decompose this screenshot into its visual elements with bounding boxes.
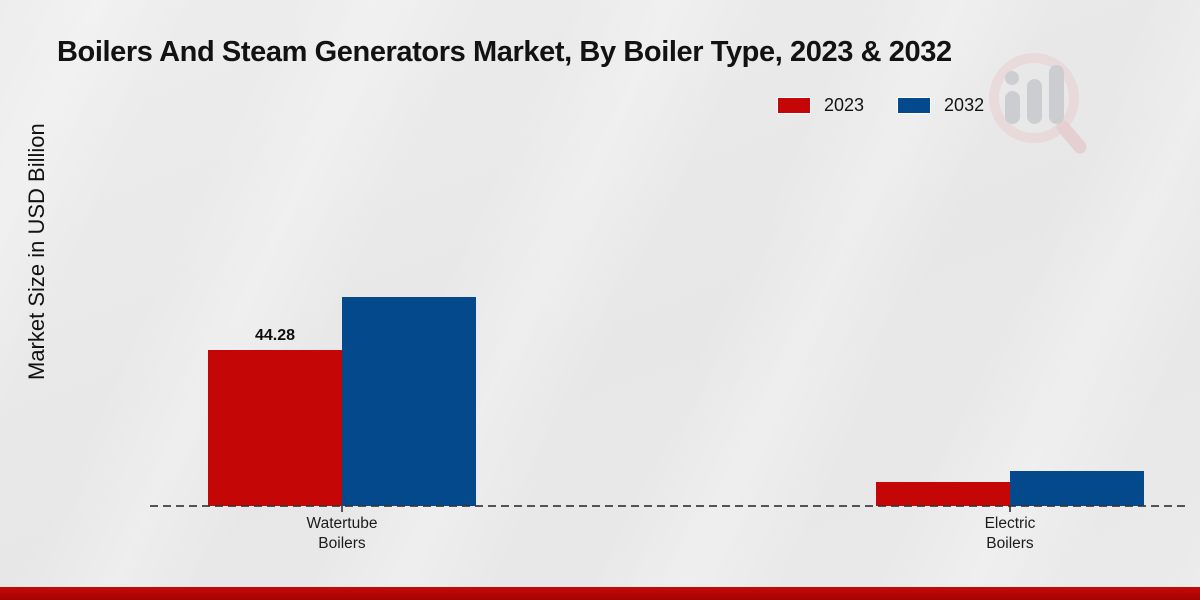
- bar-electric-boilers-2032: [1010, 471, 1144, 506]
- legend-swatch-2023: [778, 98, 810, 113]
- legend: 2023 2032: [778, 95, 984, 116]
- x-axis-baseline: [150, 505, 1190, 507]
- bar-electric-boilers-2023: [876, 482, 1010, 506]
- legend-label-2032: 2032: [944, 95, 985, 115]
- legend-item-2023: 2023: [778, 95, 864, 116]
- bar-watertube-boilers-2023: [208, 350, 342, 506]
- bar-value-label: 44.28: [254, 327, 296, 344]
- legend-label-2023: 2023: [824, 95, 865, 115]
- bar-watertube-boilers-2032: [342, 297, 476, 506]
- x-tick-label-electric-boilers: Electric Boilers: [984, 515, 1036, 552]
- x-axis-tick: [1009, 506, 1011, 512]
- legend-swatch-2032: [898, 98, 931, 113]
- x-axis-tick: [341, 506, 343, 512]
- x-tick-label-watertube-boilers: Watertube Boilers: [306, 515, 378, 552]
- footer-accent-bar: [0, 587, 1200, 600]
- legend-item-2032: 2032: [898, 95, 984, 116]
- magnifier-bar-chart-logo-icon: [989, 53, 1087, 154]
- chart-title: Boilers And Steam Generators Market, By …: [57, 36, 952, 68]
